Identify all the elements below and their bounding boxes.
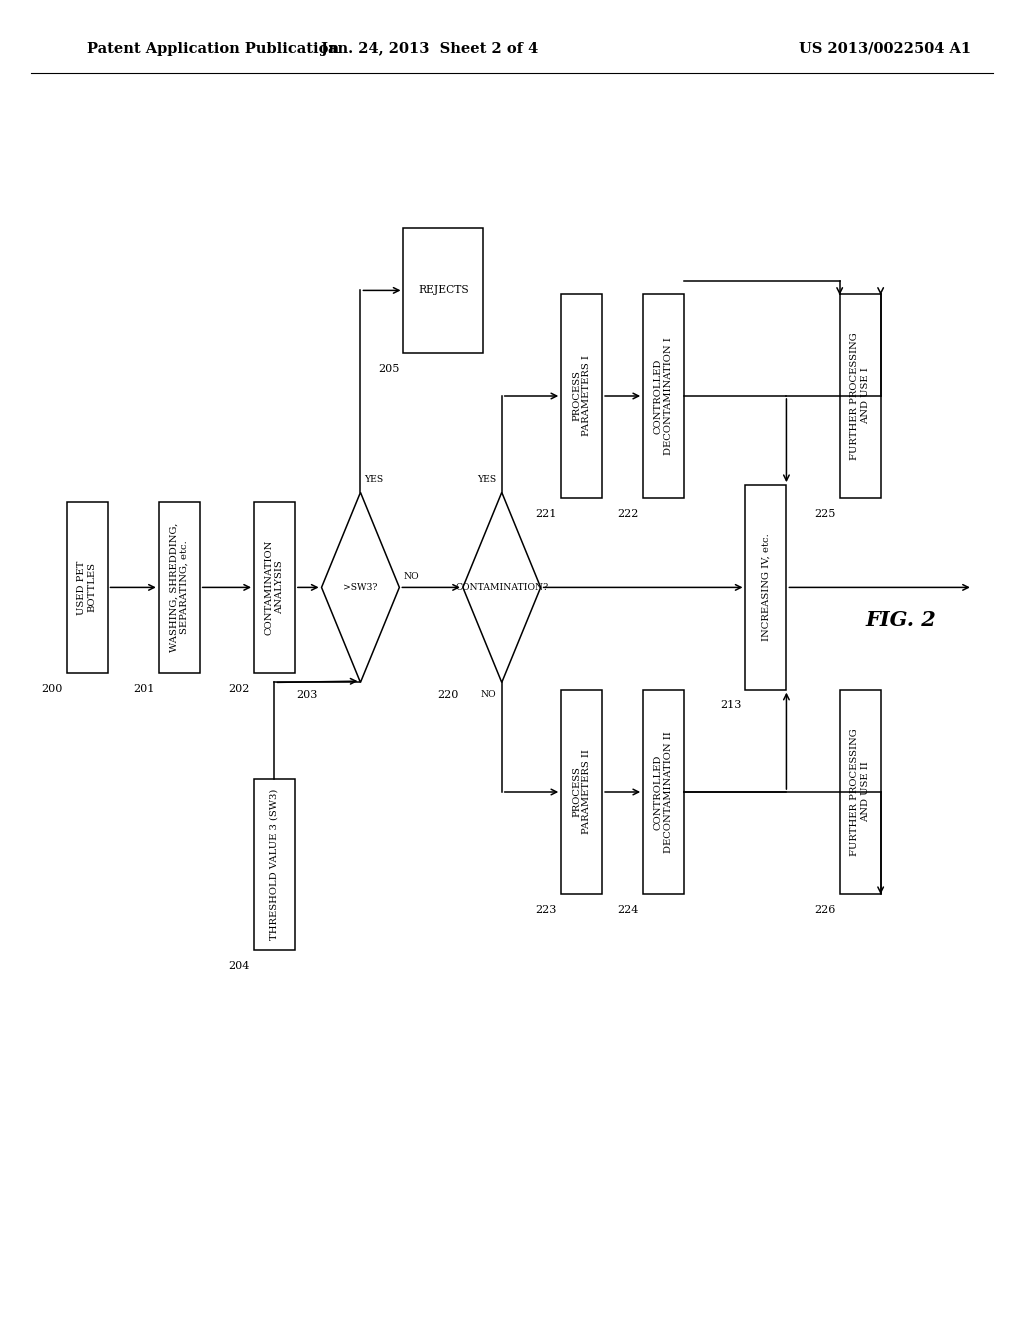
Text: FURTHER PROCESSING
AND USE I: FURTHER PROCESSING AND USE I [851, 333, 869, 459]
Text: CONTROLLED
DECONTAMINATION I: CONTROLLED DECONTAMINATION I [654, 337, 673, 455]
Text: CONTAMINATION
ANALYSIS: CONTAMINATION ANALYSIS [265, 540, 284, 635]
Text: FIG. 2: FIG. 2 [865, 610, 937, 631]
Text: YES: YES [477, 475, 497, 484]
Text: Patent Application Publication: Patent Application Publication [87, 42, 339, 55]
Bar [643, 294, 684, 499]
Text: 220: 220 [437, 690, 459, 701]
Text: 204: 204 [228, 961, 250, 972]
Bar [745, 484, 786, 689]
Bar [840, 294, 881, 499]
Text: NO: NO [403, 572, 419, 581]
Text: 200: 200 [41, 684, 62, 694]
Text: 225: 225 [814, 510, 836, 519]
Text: 201: 201 [133, 684, 155, 694]
Text: 203: 203 [296, 690, 317, 701]
Bar [254, 502, 295, 673]
Text: >SW3?: >SW3? [343, 583, 378, 591]
Bar [561, 689, 602, 895]
Text: Jan. 24, 2013  Sheet 2 of 4: Jan. 24, 2013 Sheet 2 of 4 [322, 42, 539, 55]
Text: 213: 213 [720, 700, 741, 710]
Text: PROCESS
PARAMETERS I: PROCESS PARAMETERS I [572, 355, 591, 437]
Text: 223: 223 [536, 906, 557, 915]
Bar [254, 779, 295, 950]
Text: YES: YES [365, 475, 384, 484]
Text: INCREASING IV, etc.: INCREASING IV, etc. [762, 533, 770, 642]
Bar [403, 227, 483, 352]
Text: US 2013/0022504 A1: US 2013/0022504 A1 [799, 42, 971, 55]
Text: 226: 226 [814, 906, 836, 915]
Text: WASHING, SHREDDING,
SEPARATING, etc.: WASHING, SHREDDING, SEPARATING, etc. [170, 523, 188, 652]
Bar [643, 689, 684, 895]
Text: FURTHER PROCESSING
AND USE II: FURTHER PROCESSING AND USE II [851, 729, 869, 855]
Polygon shape [322, 492, 399, 682]
Bar [561, 294, 602, 499]
Text: USED PET
BOTTLES: USED PET BOTTLES [78, 560, 96, 615]
Bar [159, 502, 200, 673]
Text: PROCESS
PARAMETERS II: PROCESS PARAMETERS II [572, 750, 591, 834]
Text: 205: 205 [378, 363, 399, 374]
Bar [67, 502, 108, 673]
Polygon shape [463, 492, 541, 682]
Text: CONTAMINATION?: CONTAMINATION? [456, 583, 548, 591]
Text: 222: 222 [617, 510, 639, 519]
Text: THRESHOLD VALUE 3 (SW3): THRESHOLD VALUE 3 (SW3) [270, 789, 279, 940]
Text: 202: 202 [228, 684, 250, 694]
Text: 221: 221 [536, 510, 557, 519]
Bar [840, 689, 881, 895]
Text: REJECTS: REJECTS [418, 285, 469, 296]
Text: CONTROLLED
DECONTAMINATION II: CONTROLLED DECONTAMINATION II [654, 731, 673, 853]
Text: NO: NO [481, 690, 497, 700]
Text: 224: 224 [617, 906, 639, 915]
